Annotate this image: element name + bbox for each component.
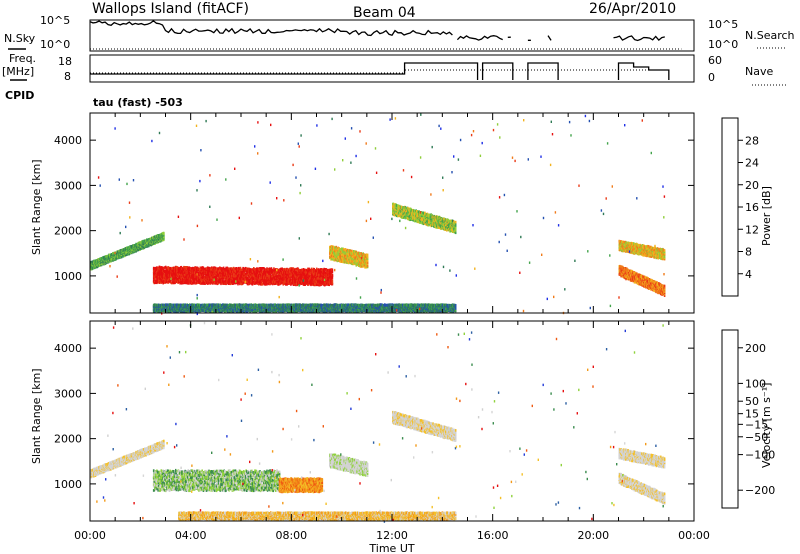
nave-trace bbox=[90, 70, 669, 73]
echo-cell bbox=[367, 254, 369, 257]
echo-cell bbox=[367, 265, 369, 268]
freq-axis-top: 18 bbox=[58, 55, 72, 68]
freq-unit-label: [MHz] bbox=[2, 65, 34, 78]
nsearch-axis-top: 10^5 bbox=[708, 18, 738, 31]
echo-cell bbox=[332, 269, 334, 272]
nsky-axis-top: 10^5 bbox=[40, 14, 70, 27]
nave-axis-top: 60 bbox=[708, 54, 722, 67]
freq-panel bbox=[90, 55, 694, 82]
echo-cell bbox=[455, 221, 457, 224]
nsky-trace bbox=[90, 21, 665, 41]
echo-cell bbox=[332, 274, 334, 277]
nsky-label: N.Sky bbox=[4, 32, 36, 45]
echo-cell bbox=[332, 282, 334, 285]
freq-label: Freq. bbox=[9, 52, 36, 65]
date-label: 26/Apr/2010 bbox=[589, 1, 676, 17]
echo-cell bbox=[332, 279, 334, 282]
beam-label: Beam 04 bbox=[353, 5, 416, 21]
nsearch-axis-bottom: 10^0 bbox=[708, 38, 738, 51]
nave-label: Nave bbox=[745, 65, 773, 78]
nsky-axis-bottom: 10^0 bbox=[40, 38, 70, 51]
nave-axis-bottom: 0 bbox=[708, 71, 715, 84]
echo-cell bbox=[163, 232, 165, 235]
freq-trace bbox=[90, 63, 669, 80]
cpid-label: CPID bbox=[5, 89, 34, 102]
freq-axis-bottom: 8 bbox=[64, 70, 71, 83]
echo-cell bbox=[455, 232, 457, 235]
nsearch-label: N.Search bbox=[745, 29, 795, 42]
station-title: Wallops Island (fitACF) bbox=[92, 1, 249, 17]
mode-label: tau (fast) -503 bbox=[93, 96, 183, 109]
